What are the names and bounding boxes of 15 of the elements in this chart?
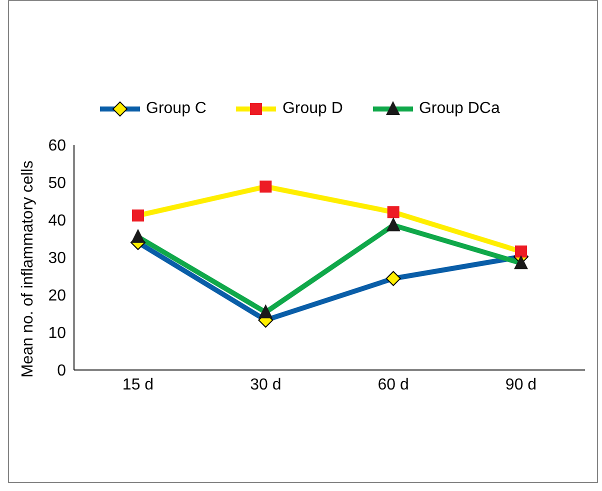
legend-label: Group C [146, 100, 206, 118]
legend-label: Group D [282, 100, 343, 118]
x-tick-label: 60 d [378, 376, 409, 394]
y-tick-label: 30 [48, 250, 66, 268]
y-tick-label: 40 [48, 212, 66, 230]
x-tick-label: 90 d [505, 376, 537, 394]
y-tick-label: 20 [48, 288, 66, 305]
y-tick-label: 10 [48, 325, 66, 342]
y-tick-label: 50 [48, 175, 66, 192]
y-tick-label: 60 [48, 138, 66, 155]
x-tick-label: 15 d [122, 376, 154, 394]
y-axis-title: Mean no. of inflammatory cells [20, 160, 37, 378]
legend-label: Group DCa [418, 100, 500, 118]
x-tick-label: 30 d [250, 376, 282, 394]
y-tick-label: 0 [57, 362, 66, 380]
